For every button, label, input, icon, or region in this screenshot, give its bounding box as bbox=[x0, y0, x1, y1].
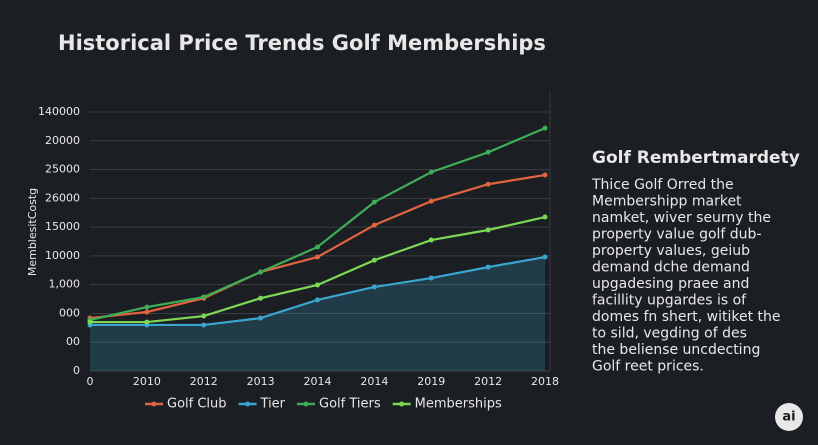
point bbox=[201, 294, 207, 300]
chart-title: Historical Price Trends Golf Memberships bbox=[58, 31, 546, 55]
point bbox=[542, 125, 548, 131]
panel-line: property values, geiub bbox=[592, 243, 750, 259]
point bbox=[201, 313, 207, 319]
point bbox=[144, 304, 150, 310]
legend-dot bbox=[245, 401, 251, 407]
panel-line: demand dche demand bbox=[592, 260, 750, 276]
point bbox=[315, 244, 320, 250]
y-tick-label: 26000 bbox=[45, 191, 80, 204]
point bbox=[258, 315, 264, 321]
badge: ai bbox=[782, 410, 795, 425]
point bbox=[201, 322, 207, 328]
x-tick-label: 2010 bbox=[133, 375, 161, 388]
legend-label: Tier bbox=[260, 397, 286, 412]
panel-heading: Golf Rembertmardety bbox=[592, 148, 800, 168]
point bbox=[315, 297, 320, 303]
panel-line: the beliense uncdecting bbox=[592, 342, 760, 358]
x-tick-label: 2014 bbox=[360, 375, 388, 388]
point bbox=[144, 309, 150, 315]
x-tick-label: 2013 bbox=[247, 375, 275, 388]
point bbox=[315, 254, 320, 260]
badge-bg bbox=[775, 403, 803, 431]
x-tick-label: 2012 bbox=[474, 375, 502, 388]
point bbox=[542, 172, 548, 178]
point bbox=[371, 222, 377, 228]
panel-line: Membershipp market bbox=[592, 194, 742, 210]
legend-dot bbox=[303, 401, 309, 407]
panel-line: upgadesing praee and bbox=[592, 276, 749, 292]
y-tick-label: 000 bbox=[59, 306, 80, 319]
panel-line: property value golf dub- bbox=[592, 227, 762, 243]
point bbox=[428, 169, 434, 175]
point bbox=[371, 257, 377, 263]
point bbox=[144, 319, 150, 325]
y-tick-label: 20000 bbox=[45, 134, 80, 147]
point bbox=[315, 282, 320, 288]
point bbox=[371, 284, 377, 290]
point bbox=[485, 227, 491, 233]
panel-line: domes fn shert, witiket the bbox=[592, 309, 780, 325]
panel-line: Thice Golf Orred the bbox=[591, 177, 734, 193]
point bbox=[485, 181, 491, 187]
point bbox=[87, 319, 93, 325]
x-tick-label: 2018 bbox=[531, 375, 559, 388]
point bbox=[371, 199, 377, 205]
point bbox=[542, 254, 548, 260]
legend-dot bbox=[399, 401, 405, 407]
y-tick-label: 0 bbox=[73, 364, 80, 377]
point bbox=[485, 264, 491, 270]
y-tick-label: 140000 bbox=[38, 105, 80, 118]
y-tick-label: 25000 bbox=[45, 163, 80, 176]
y-tick-label: 00 bbox=[66, 335, 80, 348]
point bbox=[542, 214, 548, 220]
point bbox=[258, 269, 264, 275]
point bbox=[428, 198, 434, 204]
panel-line: Golf reet prices. bbox=[592, 359, 704, 375]
area bbox=[90, 257, 545, 371]
legend-label: Golf Club bbox=[167, 397, 227, 412]
legend-label: Golf Tiers bbox=[319, 397, 381, 412]
x-tick-label: 0 bbox=[87, 375, 94, 388]
point bbox=[428, 237, 434, 243]
y-axis-label: MemblesitCostg bbox=[26, 188, 39, 276]
y-tick-label: 10000 bbox=[45, 249, 80, 262]
legend-label: Memberships bbox=[415, 397, 502, 412]
y-tick-label: 15000 bbox=[45, 220, 80, 233]
legend-dot bbox=[151, 401, 157, 407]
x-tick-label: 2019 bbox=[417, 375, 445, 388]
x-tick-label: 2014 bbox=[304, 375, 332, 388]
y-tick-label: 1,000 bbox=[49, 278, 81, 291]
panel-line: to sild, vegding of des bbox=[592, 326, 747, 342]
panel-line: facillity upgardes is of bbox=[592, 293, 747, 309]
point bbox=[485, 149, 491, 155]
point bbox=[258, 295, 264, 301]
point bbox=[428, 275, 434, 281]
x-tick-label: 2012 bbox=[190, 375, 218, 388]
panel-line: namket, wiver seurny the bbox=[592, 210, 771, 226]
